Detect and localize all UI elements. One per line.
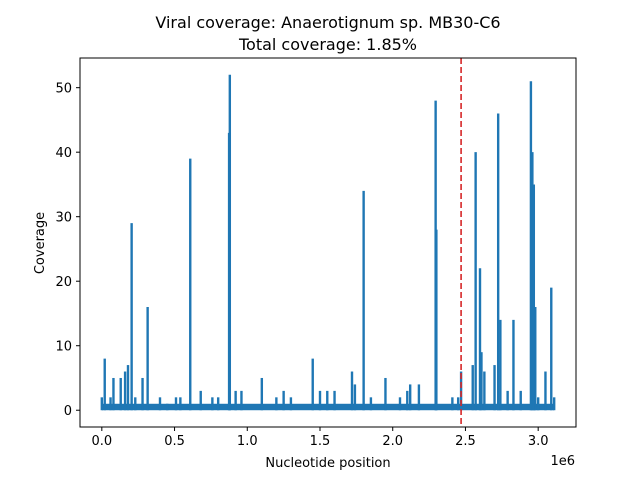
y-tick-label: 50 — [55, 82, 72, 97]
y-axis-label: Coverage — [33, 212, 48, 274]
x-tick-label: 1.0 — [237, 434, 258, 449]
x-axis-offset-label: 1e6 — [550, 454, 575, 469]
y-tick-label: 0 — [64, 404, 72, 419]
y-tick-label: 20 — [55, 275, 72, 290]
plot-frame — [79, 57, 577, 428]
y-tick-label: 40 — [55, 146, 72, 161]
y-axis: 0 10 20 30 40 50 — [55, 82, 80, 419]
x-axis-label: Nucleotide position — [265, 456, 390, 471]
chart-subtitle: Total coverage: 1.85% — [238, 35, 417, 54]
x-tick-label: 2.5 — [455, 434, 476, 449]
y-tick-label: 30 — [55, 211, 72, 226]
x-tick-label: 1.5 — [310, 434, 331, 449]
x-tick-label: 2.0 — [382, 434, 403, 449]
x-tick-label: 0.0 — [91, 434, 112, 449]
x-tick-label: 3.0 — [528, 434, 549, 449]
x-tick-label: 0.5 — [164, 434, 185, 449]
plot-area — [100, 58, 556, 427]
chart-title: Viral coverage: Anaerotignum sp. MB30-C6 — [155, 13, 500, 32]
y-tick-label: 10 — [55, 340, 72, 355]
x-axis: 0.0 0.5 1.0 1.5 2.0 2.5 3.0 — [91, 427, 549, 449]
